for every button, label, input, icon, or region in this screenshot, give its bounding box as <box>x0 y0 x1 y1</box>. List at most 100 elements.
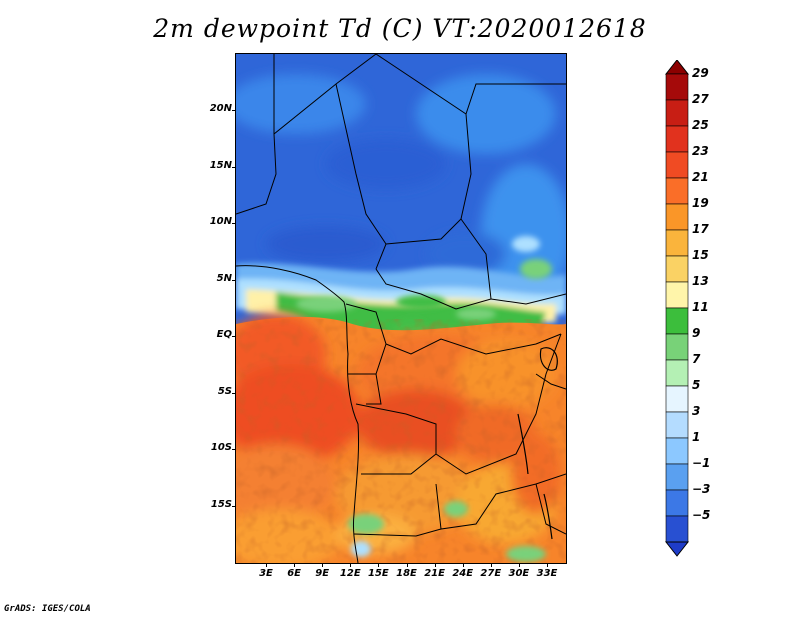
lon-label: 24E <box>452 568 474 579</box>
lon-label: 21E <box>424 568 445 579</box>
lat-tick <box>232 110 236 111</box>
lat-tick <box>232 392 236 394</box>
lake-malawi <box>543 493 553 540</box>
lon-tick <box>294 563 296 567</box>
colorbar-swatch <box>665 333 689 361</box>
lon-label: 18E <box>396 568 417 579</box>
lon-label: 30E <box>508 568 530 579</box>
colorbar-swatch <box>665 203 689 231</box>
lat-label: EQ <box>216 329 232 340</box>
country-borders <box>236 54 566 563</box>
colorbar-label: 17 <box>692 222 709 236</box>
colorbar-label: 5 <box>692 378 701 392</box>
colorbar-label: 3 <box>692 404 701 418</box>
lat-tick <box>232 166 236 168</box>
colorbar-swatch <box>665 229 689 257</box>
colorbar-label: 9 <box>692 326 701 340</box>
colorbar-swatch <box>665 125 689 153</box>
border-drc-north <box>385 333 562 355</box>
map-title: 2m dewpoint Td (C) VT:2020012618 <box>153 14 647 43</box>
colorbar-min-triangle <box>664 541 690 557</box>
colorbar-swatch <box>665 359 689 387</box>
lon-tick <box>462 563 464 567</box>
colorbar-label: 11 <box>692 300 709 314</box>
colorbar-swatch <box>665 411 689 439</box>
lon-tick <box>350 563 352 567</box>
lon-tick <box>406 563 408 567</box>
colorbar-swatch <box>665 73 689 101</box>
lon-tick <box>322 563 324 567</box>
colorbar-swatch <box>665 489 689 517</box>
lon-tick <box>378 563 380 567</box>
lat-tick <box>232 223 236 224</box>
lake-tanganyika <box>517 413 529 475</box>
lat-label: 10N <box>209 216 232 227</box>
colorbar-label: 7 <box>692 352 701 366</box>
north-variation <box>236 74 566 304</box>
border-angola-north <box>361 453 437 475</box>
lat-label: 10S <box>210 442 232 453</box>
colorbar-label: −5 <box>692 508 711 522</box>
southern-green-patches <box>348 501 546 562</box>
colorbar-swatch <box>665 281 689 309</box>
lon-tick <box>547 563 548 567</box>
lat-tick <box>232 279 236 281</box>
border-car-sudan <box>490 293 566 305</box>
border-niger <box>335 83 387 270</box>
colorbar-label: 29 <box>692 66 709 80</box>
colorbar-swatch <box>665 177 689 205</box>
border-west <box>236 54 277 215</box>
colorbar-max-triangle <box>664 60 690 75</box>
lon-label: 6E <box>287 568 301 579</box>
lat-label: 5S <box>217 385 232 397</box>
map-canvas <box>236 54 566 563</box>
border-namibia <box>353 528 442 537</box>
lat-tick <box>232 336 236 337</box>
colorbar-swatch <box>665 99 689 127</box>
lon-tick <box>518 563 520 567</box>
lon-label: 12E <box>339 568 361 579</box>
colorbar-swatch <box>665 515 689 543</box>
colorbar-label: −1 <box>692 456 711 470</box>
lon-label: 27E <box>480 568 502 579</box>
colorbar-label: 13 <box>692 274 709 288</box>
border-congo <box>366 373 382 405</box>
lon-tick <box>490 563 492 567</box>
border-east <box>535 373 566 390</box>
lake-victoria <box>539 347 558 371</box>
border-malawi <box>535 483 566 535</box>
dewpoint-map <box>235 53 567 564</box>
border-drc <box>355 333 562 475</box>
lakes <box>517 347 558 540</box>
border-libya <box>465 83 566 115</box>
colorbar-label: 25 <box>692 118 709 132</box>
colorbar-swatch <box>665 437 689 465</box>
lon-label: 15E <box>368 568 389 579</box>
color-legend <box>664 60 690 557</box>
colorbar-swatch <box>665 385 689 413</box>
lat-tick <box>232 505 236 507</box>
colorbar-swatch <box>665 151 689 179</box>
lat-label: 20N <box>209 103 232 114</box>
colorbar-label: 21 <box>692 170 709 184</box>
lat-label: 5N <box>216 272 232 284</box>
colorbar-swatch <box>665 307 689 335</box>
border-chad <box>375 218 492 310</box>
colorbar-label: 27 <box>692 92 709 106</box>
lat-tick <box>232 449 236 450</box>
colorbar-label: 23 <box>692 144 709 158</box>
colorbar-label: 1 <box>692 430 701 444</box>
lat-label: 15S <box>210 498 232 510</box>
colorbar-label: 19 <box>692 196 709 210</box>
border-chad-north <box>375 54 472 245</box>
lat-label: 15N <box>209 159 232 171</box>
colorbar-label: 15 <box>692 248 709 262</box>
texture-overlay <box>236 319 566 563</box>
border-zambia <box>435 473 566 530</box>
grads-credit: GrADS: IGES/COLA <box>4 604 91 614</box>
lon-tick <box>266 563 267 567</box>
colorbar-swatch <box>665 255 689 283</box>
lon-label: 9E <box>315 568 330 579</box>
lon-tick <box>434 563 436 567</box>
colorbar-swatch <box>665 463 689 491</box>
